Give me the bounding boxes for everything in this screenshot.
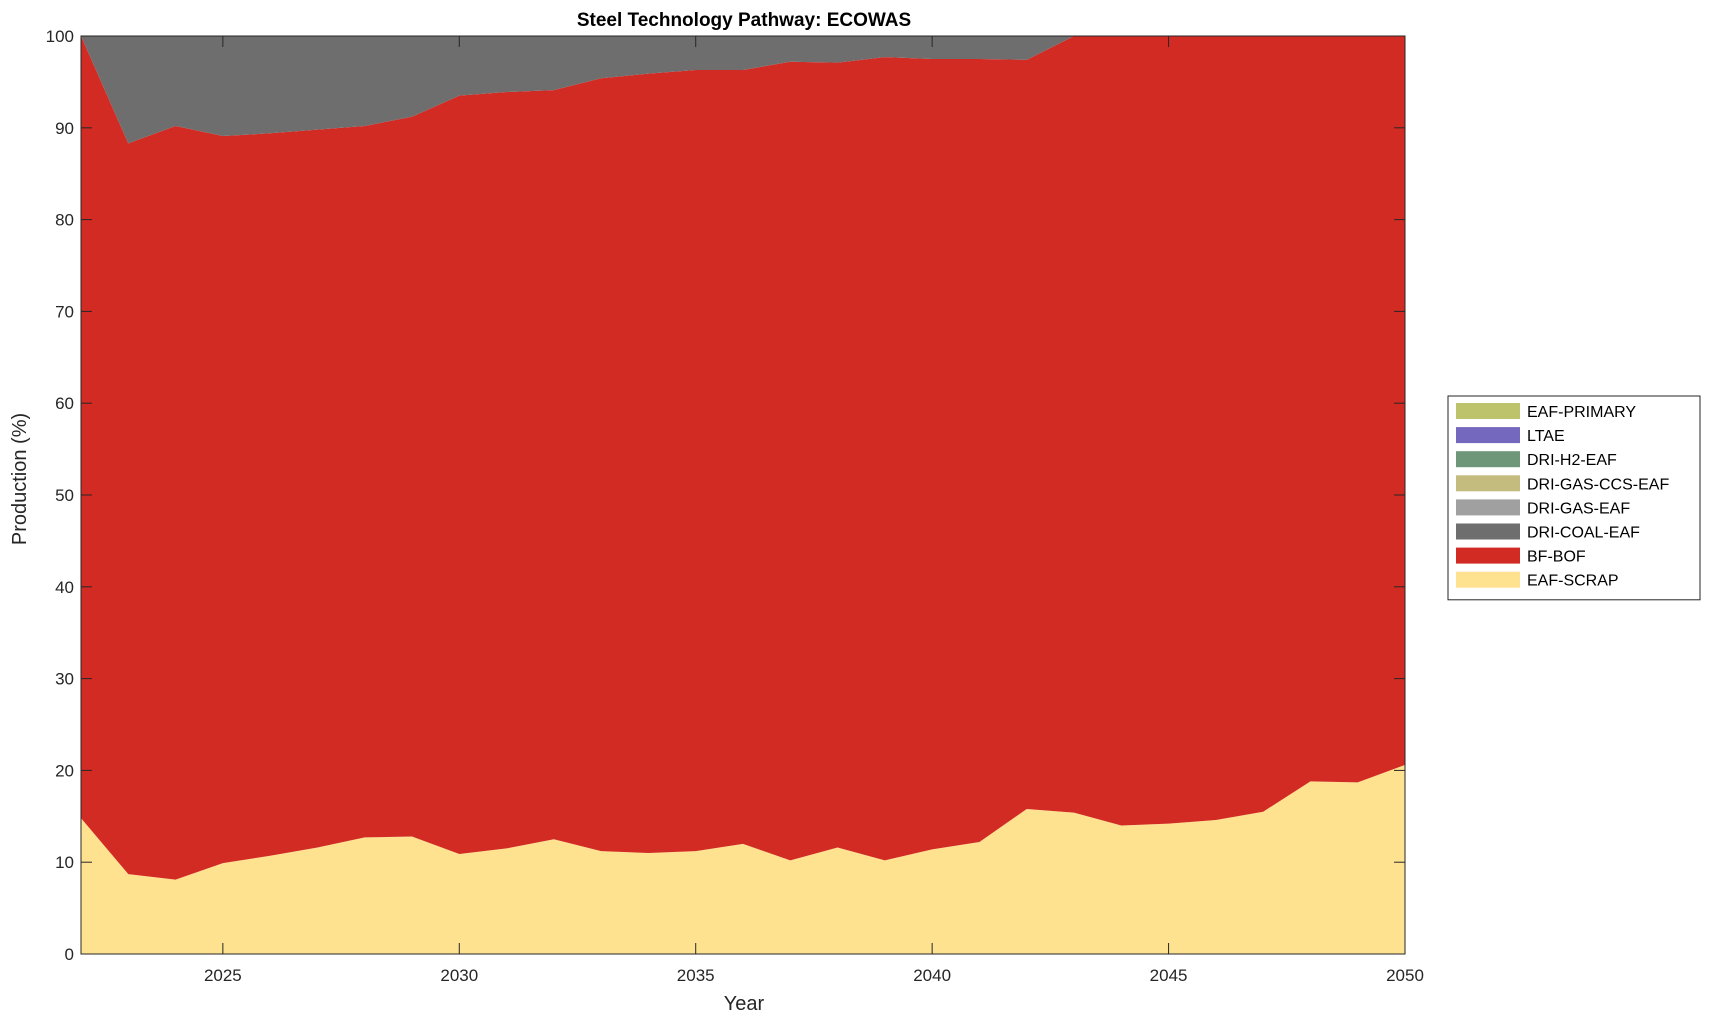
legend-label-eaf-scrap: EAF-SCRAP: [1527, 573, 1619, 590]
x-axis-label: Year: [724, 993, 765, 1015]
legend-swatch-bf-bof: [1456, 547, 1520, 564]
y-axis-label: Production (%): [9, 413, 31, 545]
legend-swatch-eaf-scrap: [1456, 571, 1520, 588]
legend-label-dri-coal-eaf: DRI-COAL-EAF: [1527, 525, 1640, 542]
area-dri-coal-eaf: [81, 36, 1405, 144]
y-tick-label: 50: [55, 486, 74, 505]
y-tick-label: 10: [55, 853, 74, 872]
y-tick-label: 70: [55, 302, 74, 321]
y-tick-label: 60: [55, 394, 74, 413]
legend-swatch-dri-gas-ccs-eaf: [1456, 475, 1520, 492]
legend-swatch-dri-coal-eaf: [1456, 523, 1520, 540]
legend-swatch-dri-h2-eaf: [1456, 451, 1520, 468]
x-tick-label: 2035: [677, 966, 715, 985]
legend-label-dri-h2-eaf: DRI-H2-EAF: [1527, 452, 1617, 469]
y-tick-label: 0: [65, 945, 74, 964]
area-eaf-scrap: [81, 764, 1405, 954]
y-tick-label: 100: [46, 27, 74, 46]
legend-label-dri-gas-ccs-eaf: DRI-GAS-CCS-EAF: [1527, 476, 1669, 493]
legend-label-ltae: LTAE: [1527, 428, 1565, 445]
axes: 2025 2030 2035 2040 2045 20500102030405060708…: [46, 27, 1424, 985]
x-tick-label: 2040: [913, 966, 951, 985]
legend-swatch-dri-gas-eaf: [1456, 499, 1520, 516]
y-tick-label: 30: [55, 670, 74, 689]
y-tick-label: 80: [55, 211, 74, 230]
legend-label-dri-gas-eaf: DRI-GAS-EAF: [1527, 500, 1630, 517]
x-tick-label: 2045: [1150, 966, 1188, 985]
legend-label-eaf-primary: EAF-PRIMARY: [1527, 404, 1636, 421]
y-tick-label: 40: [55, 578, 74, 597]
legend-label-bf-bof: BF-BOF: [1527, 549, 1586, 566]
legend: EAF-PRIMARY LTAE DRI-H2-EAF DRI-GAS-CCS-EAF…: [1447, 395, 1701, 601]
legend-swatch-eaf-primary: [1456, 403, 1520, 419]
legend-swatch-ltae: [1456, 427, 1520, 444]
x-tick-label: 2025: [204, 966, 242, 985]
area-layers: [81, 36, 1405, 954]
area-bf-bof: [81, 36, 1405, 880]
x-tick-label: 2030: [440, 966, 478, 985]
y-tick-label: 20: [55, 761, 74, 780]
y-tick-label: 90: [55, 119, 74, 138]
x-tick-label: 2050: [1386, 966, 1424, 985]
chart-title: Steel Technology Pathway: ECOWAS: [577, 10, 911, 31]
legend-box: [1447, 395, 1701, 601]
